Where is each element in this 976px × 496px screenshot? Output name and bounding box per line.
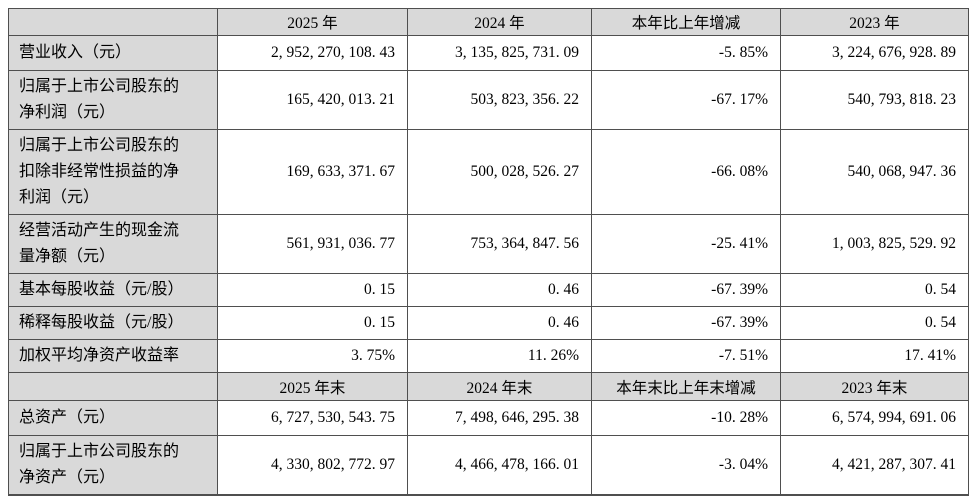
table-row-net-assets: 归属于上市公司股东的净资产（元） 4, 330, 802, 772. 97 4,… (8, 435, 969, 496)
value-2024: 3, 135, 825, 731. 09 (407, 35, 592, 71)
value-change: -7. 51% (591, 339, 781, 373)
metric-label: 总资产（元） (8, 400, 218, 436)
metric-label: 归属于上市公司股东的扣除非经常性损益的净利润（元） (8, 129, 218, 215)
value-2024: 11. 26% (407, 339, 592, 373)
metric-label: 加权平均净资产收益率 (8, 339, 218, 373)
value-change: -67. 39% (591, 273, 781, 307)
value-2025: 2, 952, 270, 108. 43 (217, 35, 408, 71)
value-2023: 6, 574, 994, 691. 06 (780, 400, 969, 436)
table-row-diluted-eps: 稀释每股收益（元/股） 0. 15 0. 46 -67. 39% 0. 54 (8, 306, 969, 340)
table-row-total-assets: 总资产（元） 6, 727, 530, 543. 75 7, 498, 646,… (8, 400, 969, 436)
value-2024: 7, 498, 646, 295. 38 (407, 400, 592, 436)
value-2024: 503, 823, 356. 22 (407, 70, 592, 130)
value-change: -67. 39% (591, 306, 781, 340)
table-row-basic-eps: 基本每股收益（元/股） 0. 15 0. 46 -67. 39% 0. 54 (8, 273, 969, 307)
metric-label: 稀释每股收益（元/股） (8, 306, 218, 340)
table-row-net-profit: 归属于上市公司股东的净利润（元） 165, 420, 013. 21 503, … (8, 70, 969, 130)
value-2025: 6, 727, 530, 543. 75 (217, 400, 408, 436)
value-change: -10. 28% (591, 400, 781, 436)
value-2025: 4, 330, 802, 772. 97 (217, 435, 408, 496)
value-2023: 540, 068, 947. 36 (780, 129, 969, 215)
value-2023: 0. 54 (780, 306, 969, 340)
header-blank-cell (8, 372, 218, 401)
value-2023: 4, 421, 287, 307. 41 (780, 435, 969, 496)
value-2024: 0. 46 (407, 306, 592, 340)
value-change: -5. 85% (591, 35, 781, 71)
value-2025: 0. 15 (217, 273, 408, 307)
value-change: -67. 17% (591, 70, 781, 130)
metric-label: 归属于上市公司股东的净资产（元） (8, 435, 218, 496)
metric-label: 归属于上市公司股东的净利润（元） (8, 70, 218, 130)
value-2023: 3, 224, 676, 928. 89 (780, 35, 969, 71)
value-2025: 169, 633, 371. 67 (217, 129, 408, 215)
col-header-2023-end: 2023 年末 (780, 372, 969, 401)
col-header-2025-end: 2025 年末 (217, 372, 408, 401)
value-2025: 165, 420, 013. 21 (217, 70, 408, 130)
table-row-revenue: 营业收入（元） 2, 952, 270, 108. 43 3, 135, 825… (8, 35, 969, 71)
col-header-2024: 2024 年 (407, 8, 592, 36)
value-2025: 3. 75% (217, 339, 408, 373)
value-2023: 0. 54 (780, 273, 969, 307)
value-2023: 17. 41% (780, 339, 969, 373)
value-2023: 540, 793, 818. 23 (780, 70, 969, 130)
metric-label: 经营活动产生的现金流量净额（元） (8, 214, 218, 274)
metric-label: 营业收入（元） (8, 35, 218, 71)
table-row-weighted-avg-roe: 加权平均净资产收益率 3. 75% 11. 26% -7. 51% 17. 41… (8, 339, 969, 373)
metric-label: 基本每股收益（元/股） (8, 273, 218, 307)
value-2024: 0. 46 (407, 273, 592, 307)
value-2024: 500, 028, 526. 27 (407, 129, 592, 215)
value-2025: 0. 15 (217, 306, 408, 340)
value-change: -25. 41% (591, 214, 781, 274)
key-financial-data-table: 2025 年 2024 年 本年比上年增减 2023 年 营业收入（元） 2, … (8, 8, 969, 496)
col-header-2025: 2025 年 (217, 8, 408, 36)
col-header-yoy-change: 本年比上年增减 (591, 8, 781, 36)
value-change: -66. 08% (591, 129, 781, 215)
value-2024: 4, 466, 478, 166. 01 (407, 435, 592, 496)
col-header-end-change: 本年末比上年末增减 (591, 372, 781, 401)
header-row-annual: 2025 年 2024 年 本年比上年增减 2023 年 (8, 8, 969, 36)
table-row-operating-cash-flow: 经营活动产生的现金流量净额（元） 561, 931, 036. 77 753, … (8, 214, 969, 274)
col-header-2023: 2023 年 (780, 8, 969, 36)
col-header-2024-end: 2024 年末 (407, 372, 592, 401)
table-row-net-profit-excl-nonrecurring: 归属于上市公司股东的扣除非经常性损益的净利润（元） 169, 633, 371.… (8, 129, 969, 215)
header-blank-cell (8, 8, 218, 36)
header-row-period-end: 2025 年末 2024 年末 本年末比上年末增减 2023 年末 (8, 372, 969, 401)
value-2023: 1, 003, 825, 529. 92 (780, 214, 969, 274)
value-change: -3. 04% (591, 435, 781, 496)
value-2024: 753, 364, 847. 56 (407, 214, 592, 274)
value-2025: 561, 931, 036. 77 (217, 214, 408, 274)
